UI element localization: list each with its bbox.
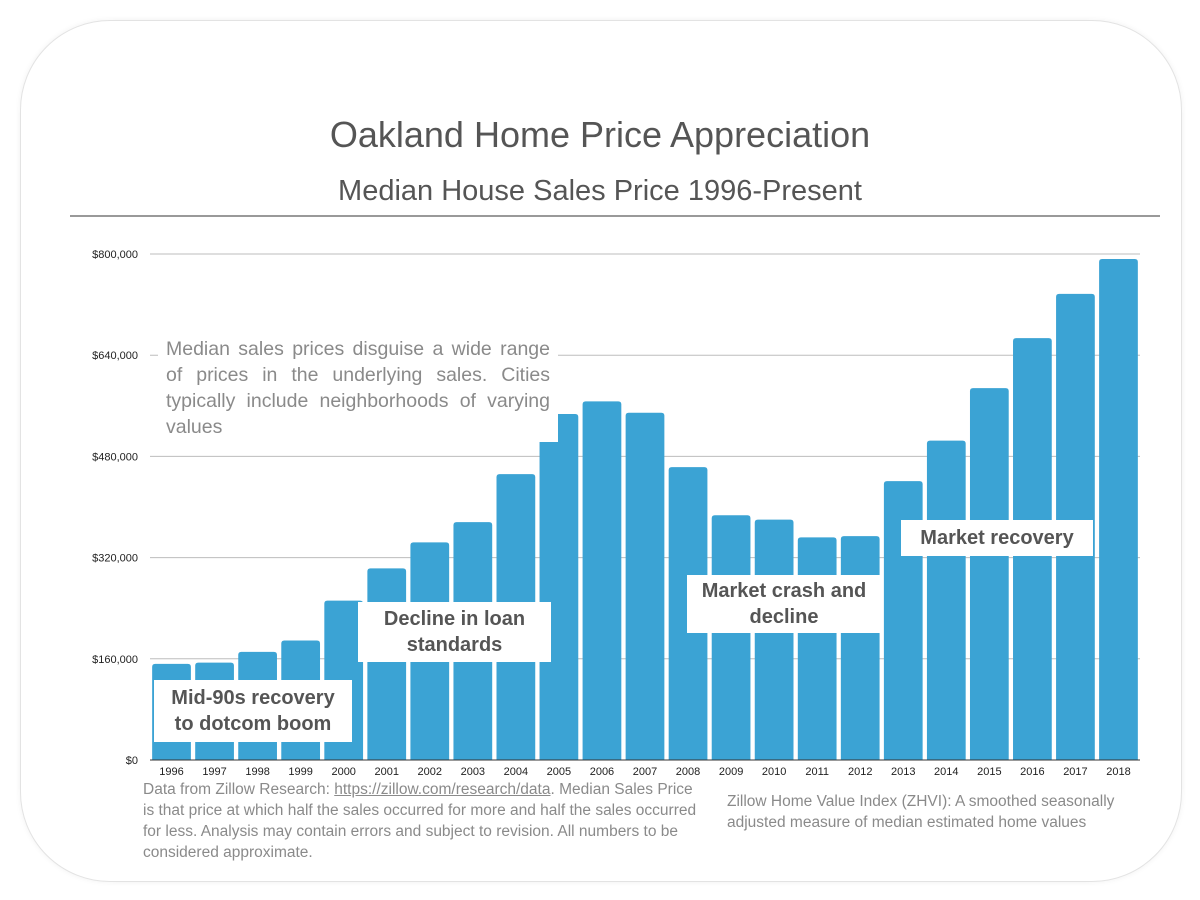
x-tick-label: 2012: [848, 766, 872, 778]
x-tick-label: 2011: [805, 766, 829, 778]
x-tick-label: 2018: [1106, 766, 1130, 778]
x-tick-label: 2010: [762, 766, 786, 778]
x-tick-label: 2003: [461, 766, 485, 778]
y-tick-label: $640,000: [92, 350, 138, 362]
y-axis-ticks: $0 $160,000 $320,000 $480,000 $640,000 $800,0…: [92, 249, 138, 767]
bar-2009: [711, 515, 751, 760]
x-tick-label: 2013: [891, 766, 915, 778]
y-tick-label: $320,000: [92, 553, 138, 565]
callout-crash: Market crash and decline: [687, 575, 881, 633]
x-tick-label: 2014: [934, 766, 958, 778]
bar-2014: [926, 440, 966, 760]
source-note: Data from Zillow Research: https://zillo…: [143, 779, 703, 863]
x-tick-label: 2005: [547, 766, 571, 778]
bar-2010: [754, 519, 794, 760]
chart-subtitle: Median House Sales Price 1996-Present: [338, 175, 862, 207]
x-tick-label: 2001: [374, 766, 398, 778]
bar-2006: [582, 401, 622, 760]
source-suffix: . Median Sales Price is that price at wh…: [143, 781, 697, 861]
y-tick-label: $0: [126, 755, 138, 767]
x-tick-label: 2002: [418, 766, 442, 778]
x-tick-label: 2004: [504, 766, 528, 778]
chart-title: Oakland Home Price Appreciation: [329, 114, 871, 155]
bar-2011: [797, 537, 837, 760]
x-tick-label: 1998: [245, 766, 269, 778]
x-tick-label: 2017: [1063, 766, 1087, 778]
x-tick-label: 1996: [159, 766, 183, 778]
bar-2001: [367, 568, 407, 760]
title-divider: [70, 215, 1160, 217]
bar-2012: [840, 536, 880, 760]
x-tick-label: 2009: [719, 766, 743, 778]
y-tick-label: $480,000: [92, 451, 138, 463]
bar-2005: [539, 414, 579, 760]
x-tick-label: 2015: [977, 766, 1001, 778]
median-note: Median sales prices disguise a wide rang…: [158, 334, 558, 442]
y-tick-label: $800,000: [92, 249, 138, 261]
source-link[interactable]: https://zillow.com/research/data: [334, 781, 551, 798]
bar-2007: [625, 412, 665, 760]
x-tick-label: 1997: [202, 766, 226, 778]
callout-recovery: Market recovery: [901, 520, 1093, 556]
source-prefix: Data from Zillow Research:: [143, 781, 335, 798]
callout-decline: Decline in loan standards: [358, 602, 551, 662]
x-tick-label: 2000: [331, 766, 355, 778]
x-tick-label: 1999: [288, 766, 312, 778]
bar-2015: [969, 388, 1009, 760]
y-tick-label: $160,000: [92, 654, 138, 666]
zhvi-note: Zillow Home Value Index (ZHVI): A smooth…: [727, 793, 1115, 831]
x-tick-label: 2006: [590, 766, 614, 778]
callout-mid90s: Mid-90s recovery to dotcom boom: [154, 680, 352, 742]
x-tick-label: 2008: [676, 766, 700, 778]
x-tick-label: 2007: [633, 766, 657, 778]
bar-2018: [1099, 259, 1138, 760]
x-tick-label: 2016: [1020, 766, 1044, 778]
x-axis-ticks: 1996 1997 1998 1999 2000 2001 2002 2003 2004 2005…: [159, 766, 1130, 778]
